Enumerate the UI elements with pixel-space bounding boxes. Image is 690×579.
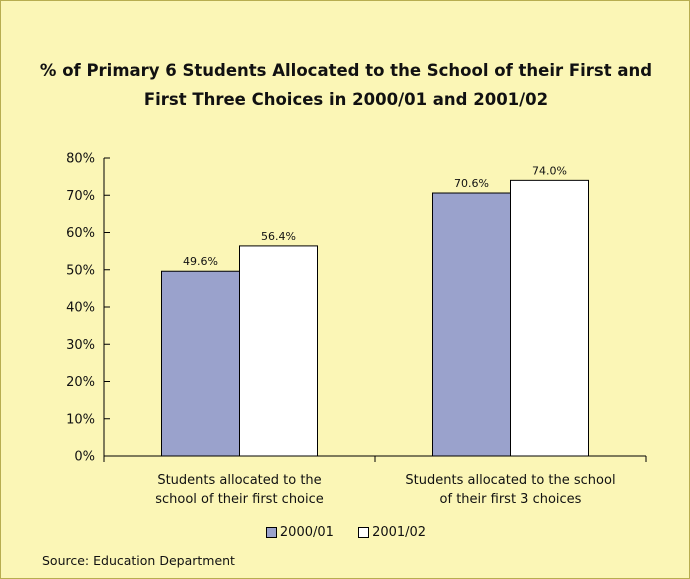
chart-legend: 2000/01 2001/02 [1, 525, 689, 542]
bar-series-1-cat-0 [239, 245, 318, 457]
data-label-series-1-cat-0: 56.4% [261, 230, 296, 243]
x-category-label: Students allocated to the school [405, 473, 615, 488]
source-note: Source: Education Department [42, 553, 235, 568]
bar-series-1-cat-1 [510, 179, 589, 457]
y-tick-label: 0% [74, 450, 95, 465]
legend-item-series-1: 2001/02 [358, 525, 426, 540]
y-tick-label: 70% [66, 189, 95, 204]
y-tick-label: 10% [66, 412, 95, 427]
y-tick-label: 40% [66, 301, 95, 316]
chart-title: % of Primary 6 Students Allocated to the… [39, 61, 653, 109]
data-label-series-0-cat-0: 49.6% [183, 255, 218, 268]
data-label-series-1-cat-1: 74.0% [532, 164, 567, 177]
x-category-label: Students allocated to the [157, 473, 321, 488]
x-category-label: school of their first choice [155, 492, 324, 507]
legend-swatch-series-1 [358, 527, 370, 538]
bar-series-0-cat-0 [161, 270, 240, 457]
bar-series-0-cat-1 [432, 192, 511, 457]
y-tick-label: 20% [66, 375, 95, 390]
legend-item-series-0: 2000/01 [265, 525, 334, 540]
y-tick-label: 30% [66, 338, 95, 353]
legend-label-series-1: 2001/02 [372, 525, 427, 540]
legend-swatch-series-0 [265, 527, 277, 538]
y-tick-label: 80% [66, 152, 95, 167]
legend-label-series-0: 2000/01 [279, 525, 334, 540]
y-tick-label: 50% [66, 263, 95, 278]
x-category-label: of their first 3 choices [440, 492, 582, 507]
y-tick-label: 60% [66, 226, 95, 241]
data-label-series-0-cat-1: 70.6% [454, 177, 489, 190]
